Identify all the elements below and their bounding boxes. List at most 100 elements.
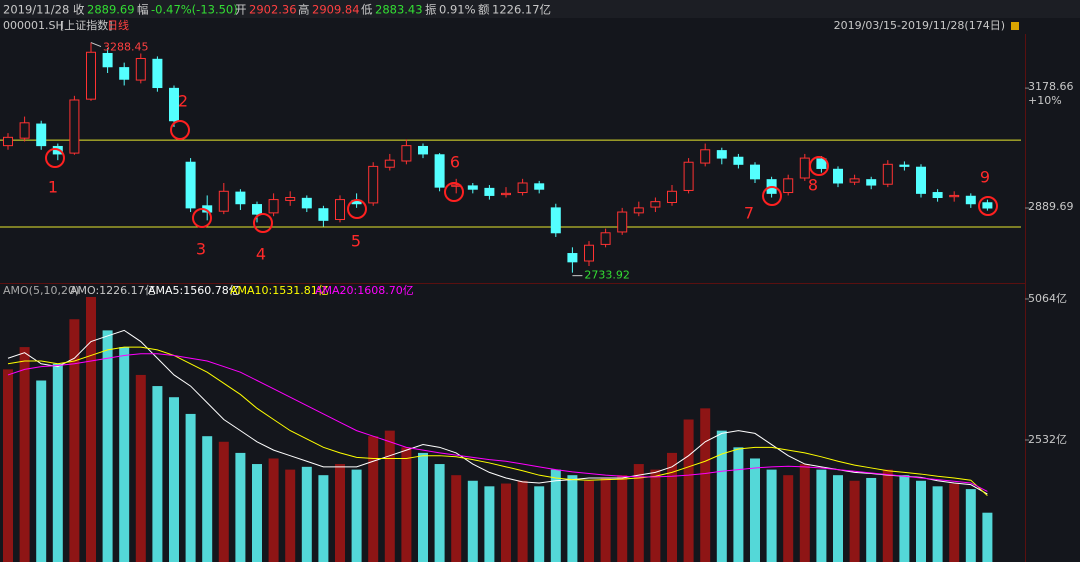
candle-body	[102, 53, 113, 68]
annotation-label: 4	[256, 245, 266, 264]
volume-bar	[202, 436, 213, 562]
candle-body	[965, 195, 976, 205]
candle-body	[617, 211, 628, 233]
open: 2902.36	[249, 3, 297, 17]
max-label: 3288.45	[103, 41, 149, 54]
candle-body	[301, 197, 312, 209]
amount: 1226.17亿	[492, 3, 551, 17]
annotation-circle	[809, 156, 829, 176]
volume-bar	[932, 486, 943, 562]
volume-bar	[916, 480, 926, 562]
volume-bar	[318, 475, 329, 562]
amplitude: 0.91%	[439, 3, 476, 17]
candle-body	[86, 51, 96, 100]
ma-line	[7, 353, 988, 492]
volume-bar	[69, 319, 80, 562]
candle-body	[916, 166, 926, 194]
volume-bar	[501, 483, 511, 562]
annotation-circle	[253, 213, 273, 233]
candle-body	[19, 122, 30, 139]
date-range: 2019/03/15-2019/11/28(174日)	[834, 19, 1005, 32]
volume-bar	[766, 469, 777, 562]
annotation-circle	[978, 196, 998, 216]
label: 开	[235, 3, 247, 17]
candle-body	[899, 164, 910, 167]
period: 日线	[107, 18, 129, 32]
candle-body	[218, 190, 229, 212]
annotation-label: 3	[196, 240, 206, 259]
y-tick-label: 3178.66	[1028, 80, 1074, 93]
volume-bar	[534, 486, 545, 562]
candle-body	[3, 136, 13, 147]
high: 2909.84	[312, 3, 360, 17]
volume-bar	[401, 447, 412, 562]
volume-bar	[235, 452, 246, 562]
candle-body	[135, 57, 146, 81]
candle-body	[368, 165, 379, 204]
lock-icon[interactable]	[1011, 22, 1019, 30]
volume-bar	[949, 483, 960, 562]
volume-bar	[434, 464, 445, 562]
candle-body	[484, 187, 495, 196]
change: -0.47%(-13.50)	[151, 3, 238, 17]
index-name: [上证指数]	[60, 18, 113, 32]
candle-body	[683, 161, 694, 191]
annotation-circle	[170, 120, 190, 140]
volume-bar	[335, 464, 345, 562]
volume-bar	[550, 469, 561, 562]
candle-body	[152, 58, 163, 89]
close: 2889.69	[87, 3, 135, 17]
volume-bar	[384, 430, 395, 562]
volume-bar	[982, 512, 993, 562]
candle-body	[467, 185, 478, 190]
legend-entry: AMA5:1560.78亿	[148, 284, 240, 297]
candle-body	[716, 150, 727, 159]
annotation-circle	[444, 182, 464, 202]
volume-bar	[683, 419, 694, 562]
volume-bar	[252, 464, 262, 562]
candle-body	[434, 154, 445, 188]
candle-body	[418, 145, 428, 155]
ma-line	[7, 329, 988, 495]
label: 额	[478, 3, 490, 17]
min-label: 2733.92	[584, 269, 630, 282]
max-pointer	[90, 42, 102, 47]
volume-bar	[667, 452, 677, 562]
candle-body	[235, 191, 246, 205]
annotation-circle	[762, 186, 782, 206]
volume-bar	[285, 469, 296, 562]
ma-line	[7, 346, 988, 497]
candle-body	[534, 183, 545, 190]
volume-bar	[169, 397, 179, 562]
volume-bar	[866, 477, 877, 562]
volume-bar	[567, 475, 578, 562]
volume-bar	[650, 469, 661, 562]
candle-body	[285, 197, 296, 201]
date: 2019/11/28	[3, 3, 69, 17]
candle-body	[816, 158, 827, 169]
volume-bar	[733, 447, 744, 562]
annotation-circle	[347, 199, 367, 219]
y-tick-note: +10%	[1028, 94, 1062, 107]
volume-bar	[368, 436, 379, 562]
volume-bar	[52, 363, 63, 562]
candle-body	[384, 159, 395, 168]
candle-body	[185, 161, 196, 209]
candle-body	[733, 156, 744, 165]
candle-body	[882, 163, 893, 185]
volume-bar	[833, 475, 843, 562]
volume-bar	[268, 458, 279, 562]
candle-body	[584, 244, 594, 262]
volume-bar	[517, 480, 528, 562]
volume-bar	[716, 430, 727, 562]
annotation-label: 7	[744, 204, 754, 223]
annotation-label: 8	[808, 176, 818, 195]
annotation-label: 5	[351, 232, 361, 251]
volume-bar	[218, 441, 229, 562]
label: 幅	[137, 3, 149, 17]
volume-bar	[600, 477, 611, 562]
volume-bar	[351, 469, 362, 562]
volume-bar	[816, 469, 827, 562]
annotation-circle	[45, 148, 65, 168]
